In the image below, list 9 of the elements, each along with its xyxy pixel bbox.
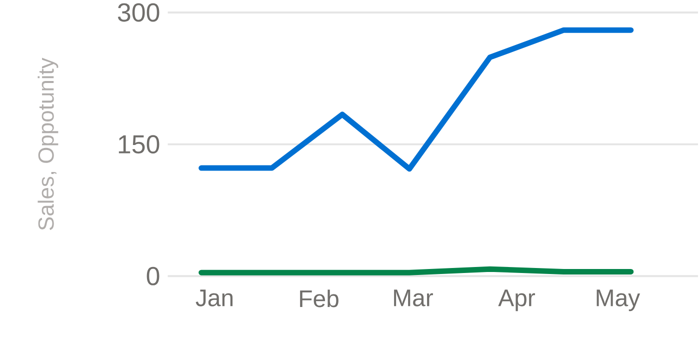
x-tick-label: Mar <box>394 290 433 306</box>
x-tick-label: Jan <box>196 290 233 306</box>
x-tick-label: Feb <box>300 290 338 308</box>
y-axis-title: Sales, Oppotunity <box>38 58 58 230</box>
y-tick-label: 0 <box>146 266 160 286</box>
y-tick-label: 300 <box>118 3 160 22</box>
x-tick-label: Apr <box>498 290 536 312</box>
y-tick-label: 150 <box>118 135 160 154</box>
x-tick-label: May <box>596 290 640 312</box>
